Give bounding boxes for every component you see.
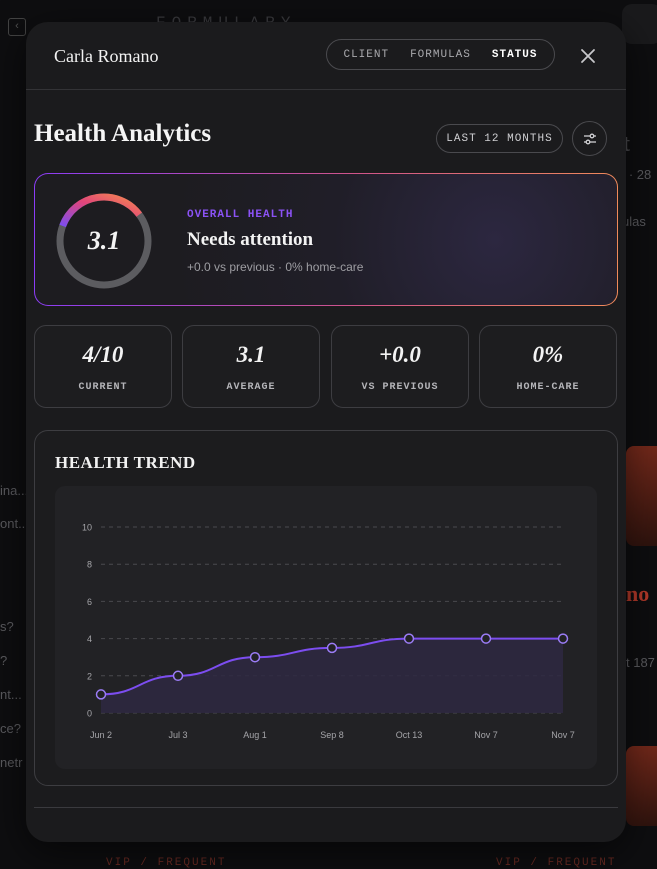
y-tick-label: 6	[87, 597, 92, 607]
x-tick-label: Sep 8	[320, 730, 344, 740]
page-title: Health Analytics	[34, 120, 212, 147]
x-tick-label: Jun 2	[90, 730, 112, 740]
y-tick-label: 4	[87, 634, 92, 644]
stat-value: +0.0	[379, 342, 421, 367]
tab-group: CLIENT FORMULAS STATUS	[326, 39, 555, 70]
x-tick-label: Nov 7	[474, 730, 498, 740]
modal-header: Carla Romano CLIENT FORMULAS STATUS	[26, 22, 626, 90]
background-text: nt...	[0, 687, 22, 702]
health-trend-chart: 0 2 4 6 8 10 Jun 2 Jul 3 Aug 1 Sep 8 Oct 13 Nov 7 No…	[82, 523, 575, 741]
stat-card-vs-previous: +0.0 VS PREVIOUS	[331, 325, 469, 408]
client-status-modal: Carla Romano CLIENT FORMULAS STATUS Heal…	[26, 22, 626, 842]
background-text: ?	[0, 653, 8, 668]
close-icon	[581, 49, 595, 63]
background-tag: VIP / FREQUENT	[106, 857, 227, 869]
background-text: t 187 c	[626, 655, 657, 670]
data-point	[95, 689, 107, 700]
sliders-icon	[583, 133, 596, 144]
background-text: ulas	[622, 214, 646, 229]
data-point	[326, 642, 338, 654]
stat-label: CURRENT	[78, 382, 128, 393]
y-tick-label: 2	[87, 671, 92, 681]
trend-title: HEALTH TREND	[55, 453, 196, 472]
filter-button[interactable]	[572, 121, 607, 156]
back-icon[interactable]: ‹	[8, 18, 26, 36]
health-score-ring	[56, 193, 152, 289]
data-point	[557, 633, 569, 644]
background-photo	[626, 446, 657, 546]
close-button[interactable]	[578, 46, 598, 66]
health-score-value: 3.1	[87, 226, 121, 255]
x-tick-label: Jul 3	[168, 730, 187, 740]
date-range-button[interactable]: LAST 12 MONTHS	[436, 124, 563, 153]
background-text: t	[622, 131, 630, 157]
data-point	[480, 633, 492, 644]
health-subtitle: +0.0 vs previous · 0% home-care	[187, 260, 364, 274]
background-tag: VIP / FREQUENT	[496, 857, 617, 869]
background-text: ina...	[0, 483, 29, 498]
y-tick-label: 0	[87, 709, 92, 719]
background-text: ont...	[0, 516, 29, 531]
overall-health-label: OVERALL HEALTH	[187, 209, 294, 221]
y-tick-label: 10	[82, 523, 92, 533]
stat-card-home-care: 0% HOME-CARE	[479, 325, 617, 408]
health-status: Needs attention	[187, 229, 314, 250]
background-text: no	[626, 581, 650, 606]
divider	[34, 807, 618, 808]
data-point	[249, 651, 261, 663]
tab-formulas[interactable]: FORMULAS	[410, 48, 471, 61]
data-point	[172, 670, 184, 682]
background-text: s?	[0, 619, 14, 634]
chart-panel: 0 2 4 6 8 10 Jun 2 Jul 3 Aug 1 Sep 8 Oct 13 Nov 7 No…	[55, 486, 597, 769]
health-trend-card: HEALTH TREND 0 2 4 6 8 10 Jun 2 Jul 3 Aug 1 Sep 8…	[34, 430, 618, 786]
data-point	[403, 633, 415, 644]
overall-health-card: 3.1 OVERALL HEALTH Needs attention +0.0 …	[34, 173, 618, 306]
stat-card-average: 3.1 AVERAGE	[182, 325, 320, 408]
stat-value: 0%	[532, 342, 564, 367]
stat-card-current: 4/10 CURRENT	[34, 325, 172, 408]
stat-label: HOME-CARE	[516, 382, 580, 393]
tab-client[interactable]: CLIENT	[343, 48, 390, 61]
x-tick-label: Oct 13	[396, 730, 423, 740]
background-card	[622, 4, 657, 44]
background-text: ce?	[0, 721, 21, 736]
background-photo	[626, 746, 657, 826]
stat-label: AVERAGE	[226, 382, 276, 393]
background-text: e · 28	[618, 167, 652, 182]
background-text: netr	[0, 755, 23, 770]
stat-value: 4/10	[82, 342, 124, 367]
y-tick-label: 8	[87, 560, 92, 570]
x-tick-label: Aug 1	[243, 730, 267, 740]
trend-area	[101, 638, 563, 713]
tab-status[interactable]: STATUS	[491, 48, 538, 61]
client-name: Carla Romano	[54, 46, 159, 66]
stat-label: VS PREVIOUS	[361, 382, 439, 393]
x-tick-label: Nov 7	[551, 730, 575, 740]
stat-value: 3.1	[236, 342, 266, 367]
